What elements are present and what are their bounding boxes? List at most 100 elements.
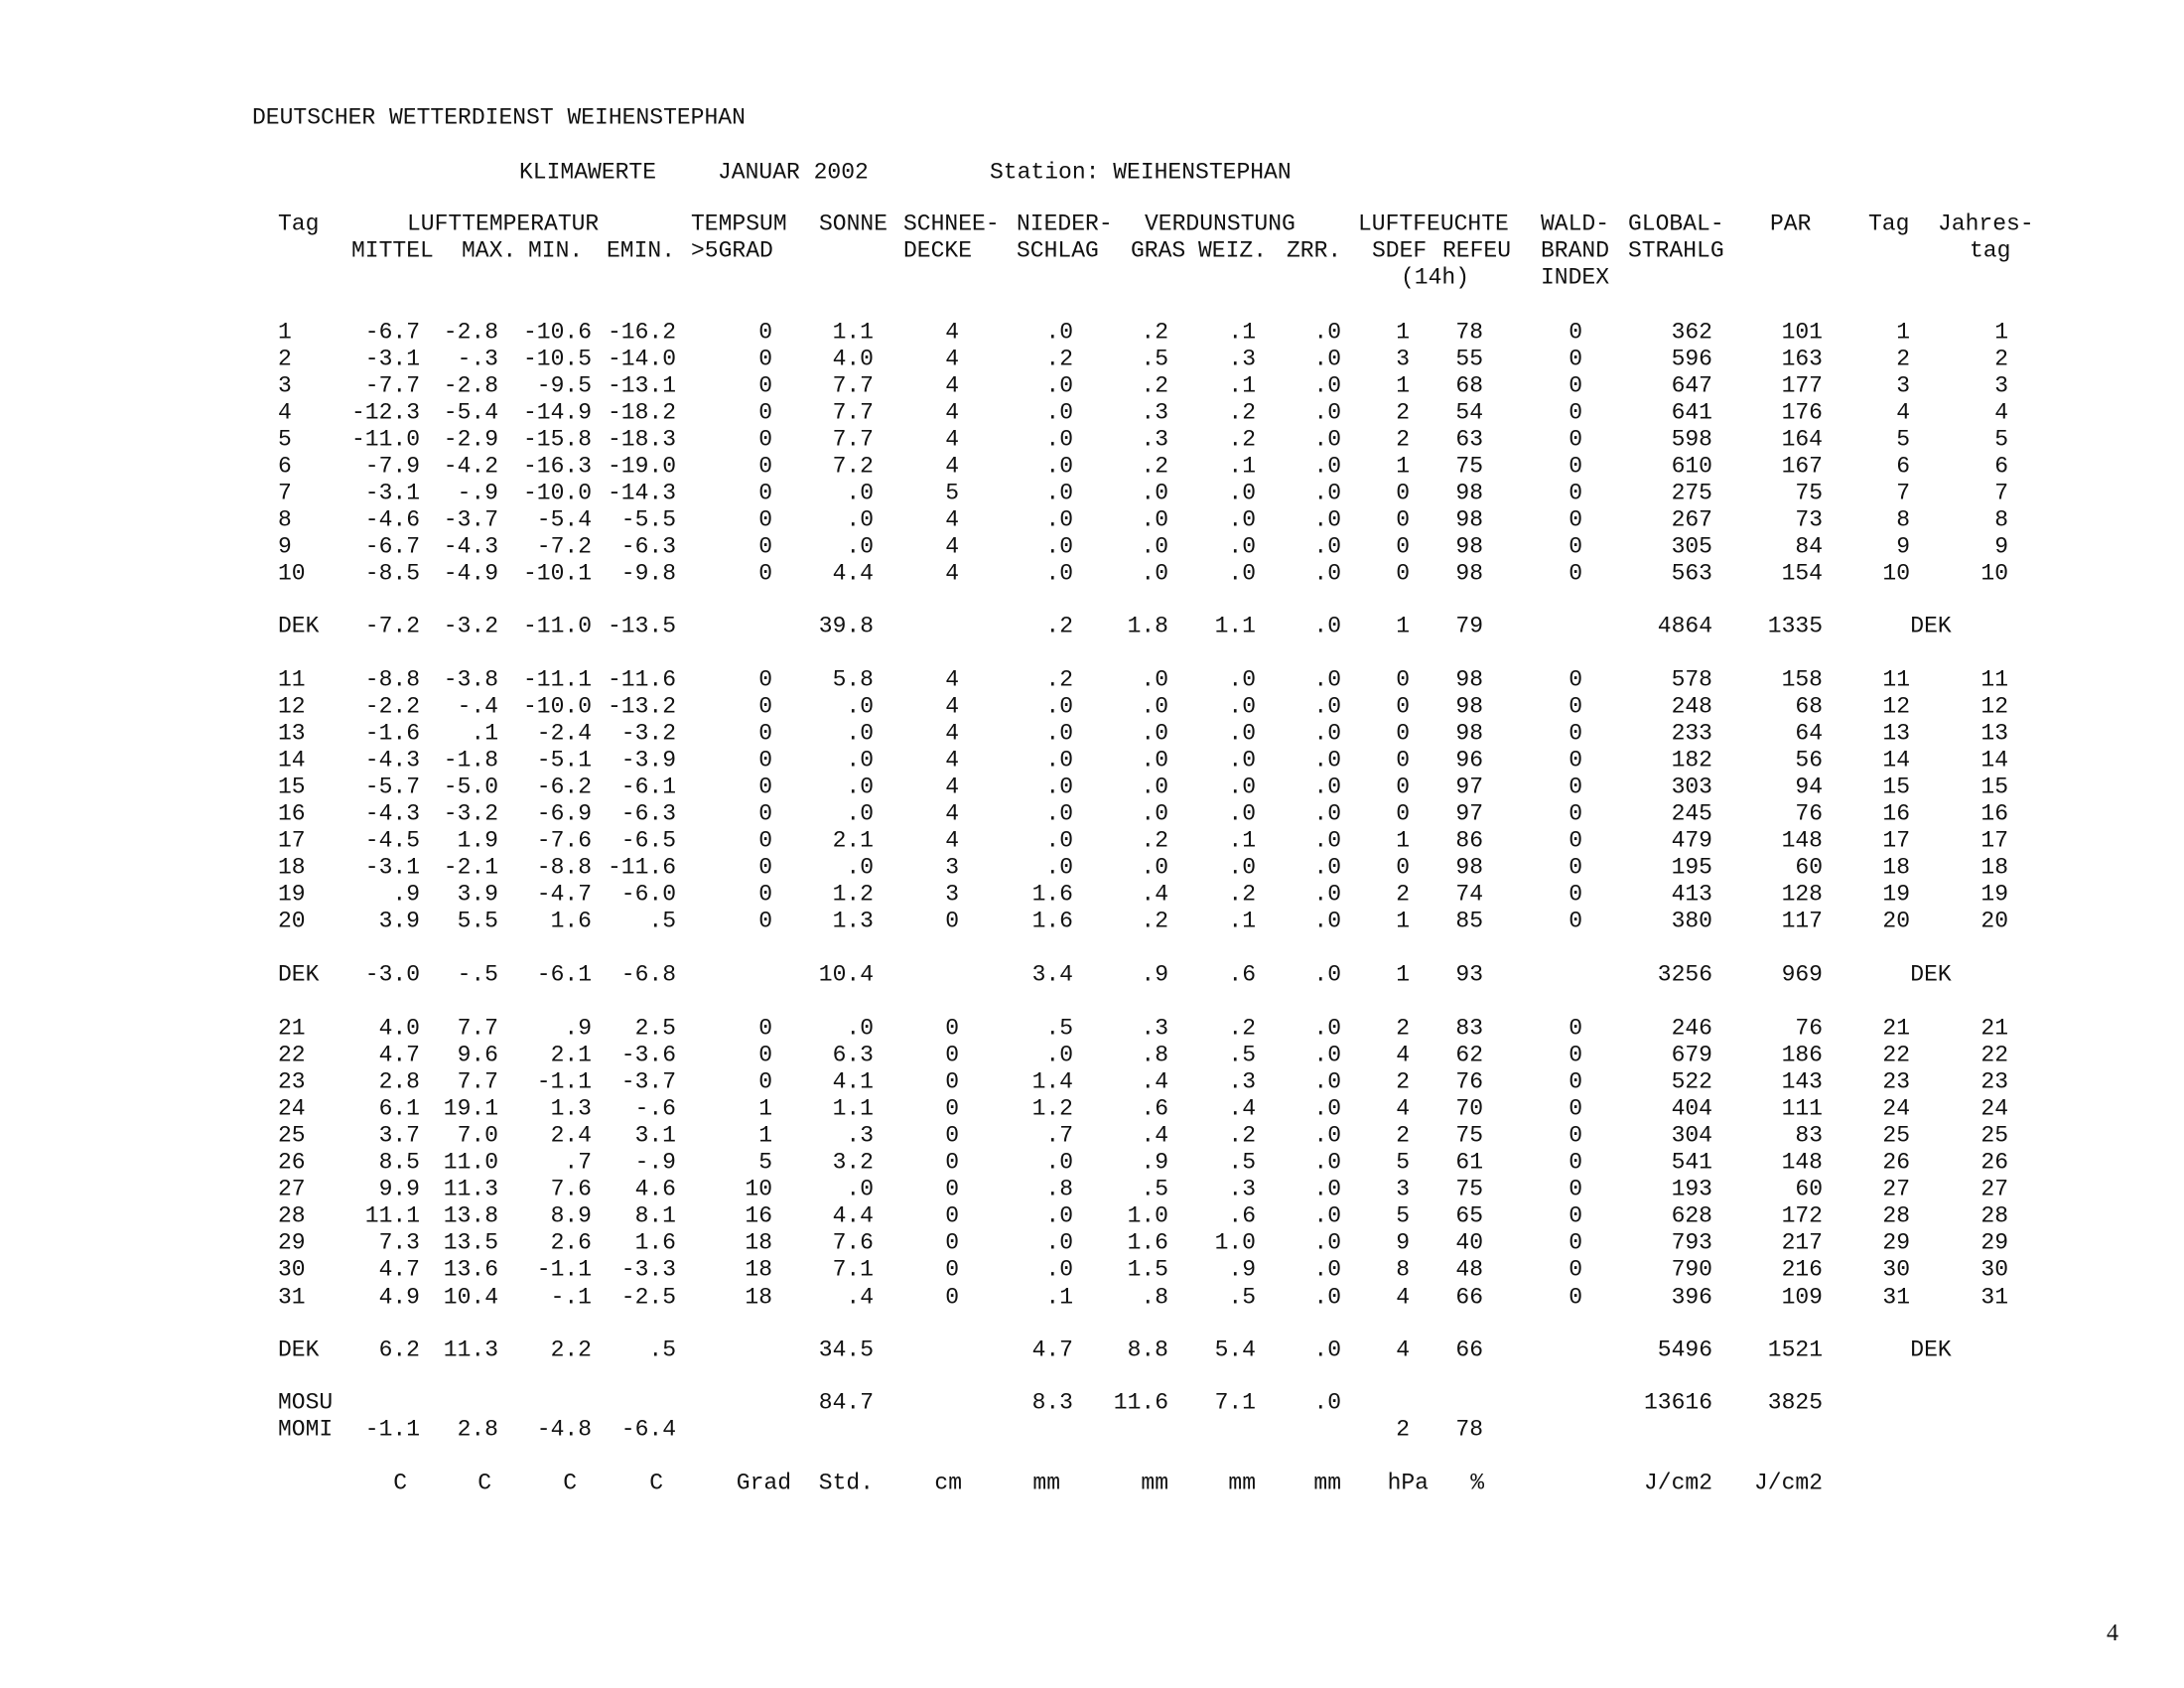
data-cell: 0: [758, 480, 772, 506]
data-cell: 111: [1781, 1095, 1823, 1122]
data-cell: 25: [1980, 1122, 2008, 1149]
data-cell: 182: [1671, 747, 1712, 774]
data-cell: 0: [1396, 800, 1410, 827]
data-cell: .0: [1045, 319, 1073, 346]
data-cell: 23: [1882, 1068, 1910, 1095]
data-cell: .0: [1141, 800, 1168, 827]
data-cell: 40: [1455, 1229, 1483, 1256]
data-cell: 304: [1671, 1122, 1712, 1149]
data-cell: 1: [758, 1095, 772, 1122]
column-header: tag: [1970, 237, 2011, 264]
column-header: (14h): [1401, 264, 1470, 291]
data-cell: .0: [1141, 533, 1168, 560]
day-cell: 11: [278, 666, 306, 693]
data-cell: .0: [1313, 1042, 1341, 1068]
data-cell: .0: [1045, 1256, 1073, 1283]
data-cell: 94: [1795, 774, 1823, 800]
data-cell: .0: [1045, 399, 1073, 426]
data-cell: -3.1: [364, 854, 420, 881]
data-cell: 16: [1882, 800, 1910, 827]
data-cell: 404: [1671, 1095, 1712, 1122]
data-cell: 28: [1980, 1202, 2008, 1229]
data-cell: 1.1: [1214, 613, 1256, 639]
data-cell: 12: [1980, 693, 2008, 720]
data-cell: .0: [1313, 827, 1341, 854]
data-cell: 0: [1396, 720, 1410, 747]
data-cell: 83: [1455, 1015, 1483, 1042]
data-cell: -4.6: [364, 506, 420, 533]
data-cell: 11.6: [1113, 1389, 1168, 1416]
data-cell: 117: [1781, 908, 1823, 934]
unit-label: C: [563, 1470, 577, 1496]
data-cell: .4: [1141, 881, 1168, 908]
data-cell: 8: [1396, 1256, 1410, 1283]
data-cell: -15.8: [522, 426, 592, 453]
unit-label: C: [478, 1470, 491, 1496]
data-cell: -13.1: [607, 372, 676, 399]
day-cell: 27: [278, 1176, 306, 1202]
data-cell: .0: [1141, 506, 1168, 533]
data-cell: -7.7: [364, 372, 420, 399]
day-cell: 8: [278, 506, 292, 533]
data-cell: 18: [745, 1256, 772, 1283]
data-cell: .0: [846, 800, 874, 827]
data-cell: .0: [1045, 426, 1073, 453]
data-cell: .0: [1141, 747, 1168, 774]
data-cell: 5: [758, 1149, 772, 1176]
data-cell: 6.3: [832, 1042, 874, 1068]
data-cell: .2: [1045, 613, 1073, 639]
data-cell: 2: [1396, 426, 1410, 453]
data-cell: 163: [1781, 346, 1823, 372]
data-cell: 790: [1671, 1256, 1712, 1283]
day-cell: 3: [278, 372, 292, 399]
data-cell: 68: [1795, 693, 1823, 720]
data-cell: 73: [1795, 506, 1823, 533]
data-cell: .0: [1228, 506, 1256, 533]
data-cell: .1: [471, 720, 498, 747]
data-cell: 15: [1882, 774, 1910, 800]
data-cell: .0: [1141, 720, 1168, 747]
data-cell: 6.1: [378, 1095, 420, 1122]
column-header: STRAHLG: [1628, 237, 1724, 264]
data-cell: 7: [1896, 480, 1910, 506]
data-cell: -3.7: [443, 506, 498, 533]
station-name: Station: WEIHENSTEPHAN: [990, 159, 1292, 186]
data-cell: 148: [1781, 827, 1823, 854]
column-header: Jahres-: [1938, 211, 2034, 237]
data-cell: 0: [1569, 480, 1582, 506]
row-label: DEK: [1910, 1336, 1952, 1363]
data-cell: 4: [945, 827, 959, 854]
data-cell: -2.2: [364, 693, 420, 720]
data-cell: 98: [1455, 560, 1483, 587]
data-cell: 0: [1396, 666, 1410, 693]
data-cell: 4: [1994, 399, 2008, 426]
data-cell: 65: [1455, 1202, 1483, 1229]
data-cell: 10: [745, 1176, 772, 1202]
data-cell: 97: [1455, 774, 1483, 800]
data-cell: -6.4: [620, 1416, 676, 1443]
data-cell: 13616: [1643, 1389, 1712, 1416]
report-subtitle: KLIMAWERTE: [519, 159, 657, 186]
data-cell: .3: [1228, 346, 1256, 372]
data-cell: 0: [945, 1015, 959, 1042]
data-cell: 0: [758, 908, 772, 934]
day-cell: 22: [278, 1042, 306, 1068]
data-cell: -6.9: [536, 800, 592, 827]
data-cell: 98: [1455, 506, 1483, 533]
data-cell: 3: [1396, 1176, 1410, 1202]
data-cell: .3: [1228, 1068, 1256, 1095]
column-header: VERDUNSTUNG: [1145, 211, 1296, 237]
data-cell: -7.2: [536, 533, 592, 560]
day-cell: 21: [278, 1015, 306, 1042]
data-cell: .0: [1045, 1042, 1073, 1068]
data-cell: 0: [1569, 881, 1582, 908]
data-cell: -18.2: [607, 399, 676, 426]
data-cell: -6.1: [620, 774, 676, 800]
day-cell: 26: [278, 1149, 306, 1176]
unit-label: C: [649, 1470, 663, 1496]
data-cell: 7.7: [457, 1068, 498, 1095]
data-cell: 0: [758, 693, 772, 720]
data-cell: .0: [1045, 480, 1073, 506]
data-cell: .0: [1045, 693, 1073, 720]
data-cell: 8: [1896, 506, 1910, 533]
